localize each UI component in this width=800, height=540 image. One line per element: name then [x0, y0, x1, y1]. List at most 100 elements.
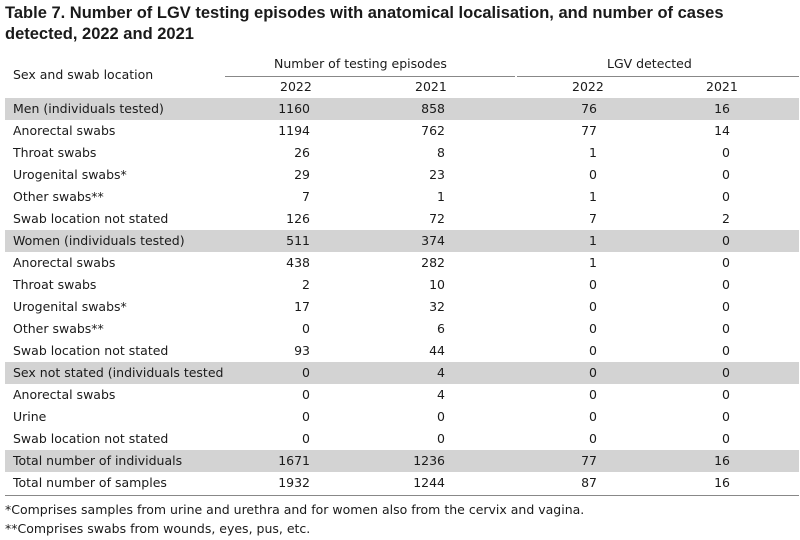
- table-cell: 126: [286, 211, 310, 226]
- table-cell: 1160: [278, 101, 310, 116]
- table-title: Table 7. Number of LGV testing episodes …: [5, 4, 724, 43]
- table-cell: 0: [589, 365, 597, 380]
- footnote-2: **Comprises swabs from wounds, eyes, pus…: [5, 521, 311, 536]
- table-cell: 76: [581, 101, 597, 116]
- table-cell: 1932: [278, 475, 310, 490]
- table-cell: 0: [722, 321, 730, 336]
- table-cell: 0: [722, 365, 730, 380]
- table-row: Swab location not stated 126 72 7 2: [5, 208, 799, 230]
- row-label: Throat swabs: [13, 145, 97, 160]
- table-cell: 1671: [278, 453, 310, 468]
- table-cell: 93: [294, 343, 310, 358]
- table-cell: 1: [437, 189, 445, 204]
- table-cell: 87: [581, 475, 597, 490]
- table-cell: 858: [421, 101, 445, 116]
- row-label: Anorectal swabs: [13, 123, 116, 138]
- table-cell: 0: [302, 321, 310, 336]
- table-cell: 26: [294, 145, 310, 160]
- table-cell: 1: [589, 189, 597, 204]
- table-row: Sex not stated (individuals tested 0 4 0 0: [5, 362, 799, 384]
- table-cell: 23: [429, 167, 445, 182]
- table-cell: 16: [714, 453, 730, 468]
- table-row: Total number of samples 1932 1244 87 16: [5, 472, 799, 494]
- table-row: Swab location not stated 93 44 0 0: [5, 340, 799, 362]
- table-cell: 0: [722, 299, 730, 314]
- year-header-2: 2021: [415, 79, 447, 94]
- row-label: Swab location not stated: [13, 431, 169, 446]
- table-cell: 0: [722, 255, 730, 270]
- table-cell: 0: [589, 343, 597, 358]
- table-cell: 374: [421, 233, 445, 248]
- table-cell: 0: [722, 431, 730, 446]
- table-cell: 16: [714, 475, 730, 490]
- row-label: Sex not stated (individuals tested: [13, 365, 224, 380]
- table-cell: 44: [429, 343, 445, 358]
- group-rule-detected: [517, 76, 799, 77]
- lgv-detected-header: LGV detected: [607, 56, 692, 71]
- table-cell: 32: [429, 299, 445, 314]
- table-cell: 7: [589, 211, 597, 226]
- table-cell: 762: [421, 123, 445, 138]
- table-bottom-rule: [5, 495, 799, 496]
- row-label: Total number of samples: [13, 475, 167, 490]
- table-cell: 0: [722, 409, 730, 424]
- table-cell: 10: [429, 277, 445, 292]
- row-label: Men (individuals tested): [13, 101, 164, 116]
- row-label: Total number of individuals: [13, 453, 183, 468]
- table-cell: 282: [421, 255, 445, 270]
- row-label: Other swabs**: [13, 189, 104, 204]
- table-row: Urogenital swabs* 17 32 0 0: [5, 296, 799, 318]
- row-label: Anorectal swabs: [13, 387, 116, 402]
- table-row: Urogenital swabs* 29 23 0 0: [5, 164, 799, 186]
- table-cell: 0: [589, 431, 597, 446]
- table-cell: 2: [722, 211, 730, 226]
- table-cell: 77: [581, 123, 597, 138]
- table-cell: 4: [437, 365, 445, 380]
- table-cell: 0: [302, 387, 310, 402]
- table-cell: 17: [294, 299, 310, 314]
- table-cell: 438: [286, 255, 310, 270]
- table-cell: 0: [589, 409, 597, 424]
- table-cell: 0: [302, 365, 310, 380]
- row-label: Women (individuals tested): [13, 233, 185, 248]
- table-cell: 0: [589, 167, 597, 182]
- table-cell: 72: [429, 211, 445, 226]
- table-header: Sex and swab location Number of testing …: [5, 52, 799, 98]
- table-cell: 0: [722, 189, 730, 204]
- row-label: Anorectal swabs: [13, 255, 116, 270]
- table-cell: 16: [714, 101, 730, 116]
- footnote-1: *Comprises samples from urine and urethr…: [5, 502, 585, 517]
- testing-episodes-header: Number of testing episodes: [274, 56, 447, 71]
- row-label: Swab location not stated: [13, 211, 169, 226]
- table-body: Men (individuals tested) 1160 858 76 16 Anore…: [5, 98, 799, 494]
- table-cell: 1: [589, 233, 597, 248]
- table-cell: 0: [302, 431, 310, 446]
- table-row: Anorectal swabs 0 4 0 0: [5, 384, 799, 406]
- table-cell: 0: [437, 409, 445, 424]
- table-row: Throat swabs 2 10 0 0: [5, 274, 799, 296]
- row-label: Swab location not stated: [13, 343, 169, 358]
- table-row: Other swabs** 0 6 0 0: [5, 318, 799, 340]
- table-cell: 1: [589, 145, 597, 160]
- table-cell: 0: [722, 343, 730, 358]
- table-cell: 14: [714, 123, 730, 138]
- row-label: Urogenital swabs*: [13, 299, 127, 314]
- group-rule-episodes: [225, 76, 515, 77]
- table-cell: 8: [437, 145, 445, 160]
- table-cell: 0: [722, 387, 730, 402]
- table-cell: 1: [589, 255, 597, 270]
- table-row: Anorectal swabs 1194 762 77 14: [5, 120, 799, 142]
- table-cell: 0: [722, 233, 730, 248]
- table-row: Urine 0 0 0 0: [5, 406, 799, 428]
- table-cell: 0: [722, 167, 730, 182]
- table-row: Throat swabs 26 8 1 0: [5, 142, 799, 164]
- row-label: Urine: [13, 409, 47, 424]
- table-cell: 2: [302, 277, 310, 292]
- table-cell: 1244: [413, 475, 445, 490]
- row-label-header: Sex and swab location: [13, 67, 154, 82]
- table-cell: 0: [589, 299, 597, 314]
- table-row: Total number of individuals 1671 1236 77 16: [5, 450, 799, 472]
- table-cell: 7: [302, 189, 310, 204]
- table-cell: 4: [437, 387, 445, 402]
- table-cell: 511: [286, 233, 310, 248]
